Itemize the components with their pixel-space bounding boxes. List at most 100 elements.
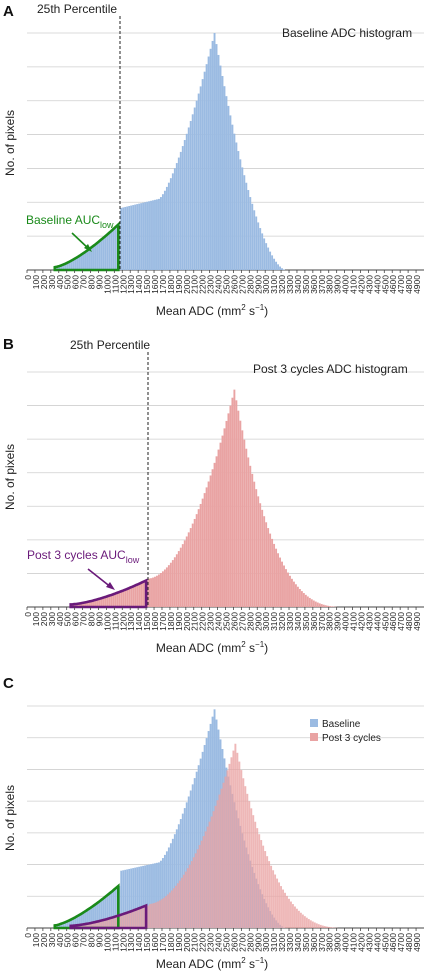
histogram-bar-post: [99, 921, 102, 928]
x-tick-label: 1000: [102, 275, 112, 294]
histogram-bar-baseline: [251, 866, 254, 928]
histogram-bar-baseline: [102, 238, 105, 270]
x-tick-label: 4900: [412, 612, 422, 631]
histogram-bar-baseline: [136, 867, 139, 928]
histogram-bar-post: [154, 576, 156, 607]
histogram-bar-baseline: [249, 197, 252, 270]
legend-label-post: Post 3 cycles: [322, 733, 381, 744]
histogram-bar-post: [79, 925, 82, 928]
histogram-bar-baseline: [108, 894, 111, 928]
histogram-bar-baseline: [233, 802, 236, 928]
histogram-bar-baseline: [128, 868, 131, 928]
x-tick-label: 1300: [126, 933, 136, 952]
histogram-bar-post: [185, 536, 188, 607]
histogram-bar-post: [324, 605, 327, 607]
panel-a-auc-low-outline: [53, 221, 120, 272]
histogram-bar-post: [171, 560, 174, 607]
histogram-bar-baseline: [156, 199, 158, 270]
histogram-bar-post: [97, 921, 100, 928]
histogram-bar-post: [76, 603, 79, 607]
histogram-bar-post: [310, 599, 313, 607]
histogram-bar-post: [165, 567, 168, 607]
histogram-bar-baseline: [175, 163, 178, 270]
histogram-bar-baseline: [217, 54, 220, 270]
histogram-bar-baseline: [253, 872, 256, 928]
histogram-bar-post: [141, 907, 144, 928]
histogram-bar-baseline: [245, 182, 248, 270]
histogram-bar-baseline: [275, 920, 278, 928]
histogram-bar-post: [232, 750, 235, 928]
histogram-bar-post: [302, 593, 305, 607]
histogram-bar-post: [129, 912, 132, 928]
histogram-bar-baseline: [179, 151, 182, 270]
histogram-bar-baseline: [193, 107, 196, 270]
x-tick-label: 2800: [245, 275, 255, 294]
histogram-bar-post: [278, 882, 281, 928]
x-tick-label: 1500: [142, 933, 152, 952]
histogram-bar-post: [297, 910, 300, 928]
x-tick-label: 2500: [222, 612, 232, 631]
histogram-bar-baseline: [84, 252, 87, 270]
histogram-bar-post: [172, 888, 175, 928]
histogram-bar-post: [119, 915, 122, 928]
x-tick-label: 4600: [388, 933, 398, 952]
histogram-bar-post: [138, 584, 141, 607]
histogram-bar-post: [326, 605, 329, 607]
histogram-bar-post: [122, 590, 125, 607]
histogram-bar-post: [174, 885, 177, 928]
histogram-bar-baseline: [150, 864, 152, 928]
histogram-bar-post: [292, 581, 295, 607]
histogram-bar-baseline: [227, 776, 230, 928]
histogram-bar-baseline: [56, 266, 59, 270]
legend-swatch-baseline: [310, 719, 318, 727]
histogram-bar-post: [259, 503, 262, 607]
histogram-bar-post: [265, 522, 268, 607]
x-tick-label: 1600: [150, 275, 160, 294]
histogram-bar-baseline: [277, 922, 280, 928]
histogram-bar-post: [251, 473, 254, 607]
histogram-bar-baseline: [283, 269, 285, 270]
histogram-bar-baseline: [122, 207, 125, 270]
histogram-bar-post: [270, 865, 273, 928]
histogram-bar-post: [223, 428, 226, 607]
histogram-bar-baseline: [215, 719, 218, 928]
x-tick-label: 3200: [277, 275, 287, 294]
x-tick-label: 1900: [174, 933, 184, 952]
histogram-bar-post: [328, 606, 331, 607]
histogram-bar-baseline: [191, 784, 194, 928]
histogram-bar-baseline: [159, 860, 162, 928]
x-tick-label: 1600: [150, 612, 160, 631]
histogram-bar-post: [84, 602, 87, 607]
x-tick-label: 4400: [372, 933, 382, 952]
histogram-bar-baseline: [273, 258, 276, 270]
histogram-bar-post: [281, 561, 283, 607]
x-tick-label: 800: [87, 612, 97, 626]
histogram-bar-post: [288, 898, 290, 928]
panel-b-auc-label: Post 3 cycles AUClow: [27, 548, 140, 565]
x-tick-label: 4100: [349, 612, 359, 631]
x-tick-label: 4000: [341, 612, 351, 631]
histogram-bar-baseline: [271, 255, 274, 270]
histogram-bar-post: [253, 481, 256, 607]
histogram-bar-post: [315, 923, 318, 928]
histogram-bar-baseline: [181, 813, 184, 928]
histogram-bar-post: [236, 752, 239, 928]
histogram-bar-baseline: [181, 146, 184, 270]
histogram-bar-post: [207, 481, 210, 607]
x-tick-label: 4700: [396, 612, 406, 631]
panel-b-ylabel: No. of pixels: [3, 444, 17, 510]
x-tick-label: 4100: [349, 933, 359, 952]
histogram-bar-baseline: [263, 898, 266, 928]
histogram-bar-baseline: [150, 200, 152, 270]
x-tick-label: 2200: [198, 275, 208, 294]
histogram-bar-baseline: [80, 255, 83, 270]
histogram-bar-baseline: [114, 889, 117, 928]
x-tick-label: 1000: [102, 933, 112, 952]
histogram-bar-post: [160, 899, 163, 928]
histogram-bar-baseline: [60, 265, 63, 270]
histogram-bar-post: [103, 920, 106, 928]
histogram-bar-post: [271, 538, 274, 607]
histogram-bar-post: [325, 926, 328, 928]
histogram-bar-baseline: [72, 259, 75, 270]
histogram-bar-baseline: [169, 178, 172, 270]
